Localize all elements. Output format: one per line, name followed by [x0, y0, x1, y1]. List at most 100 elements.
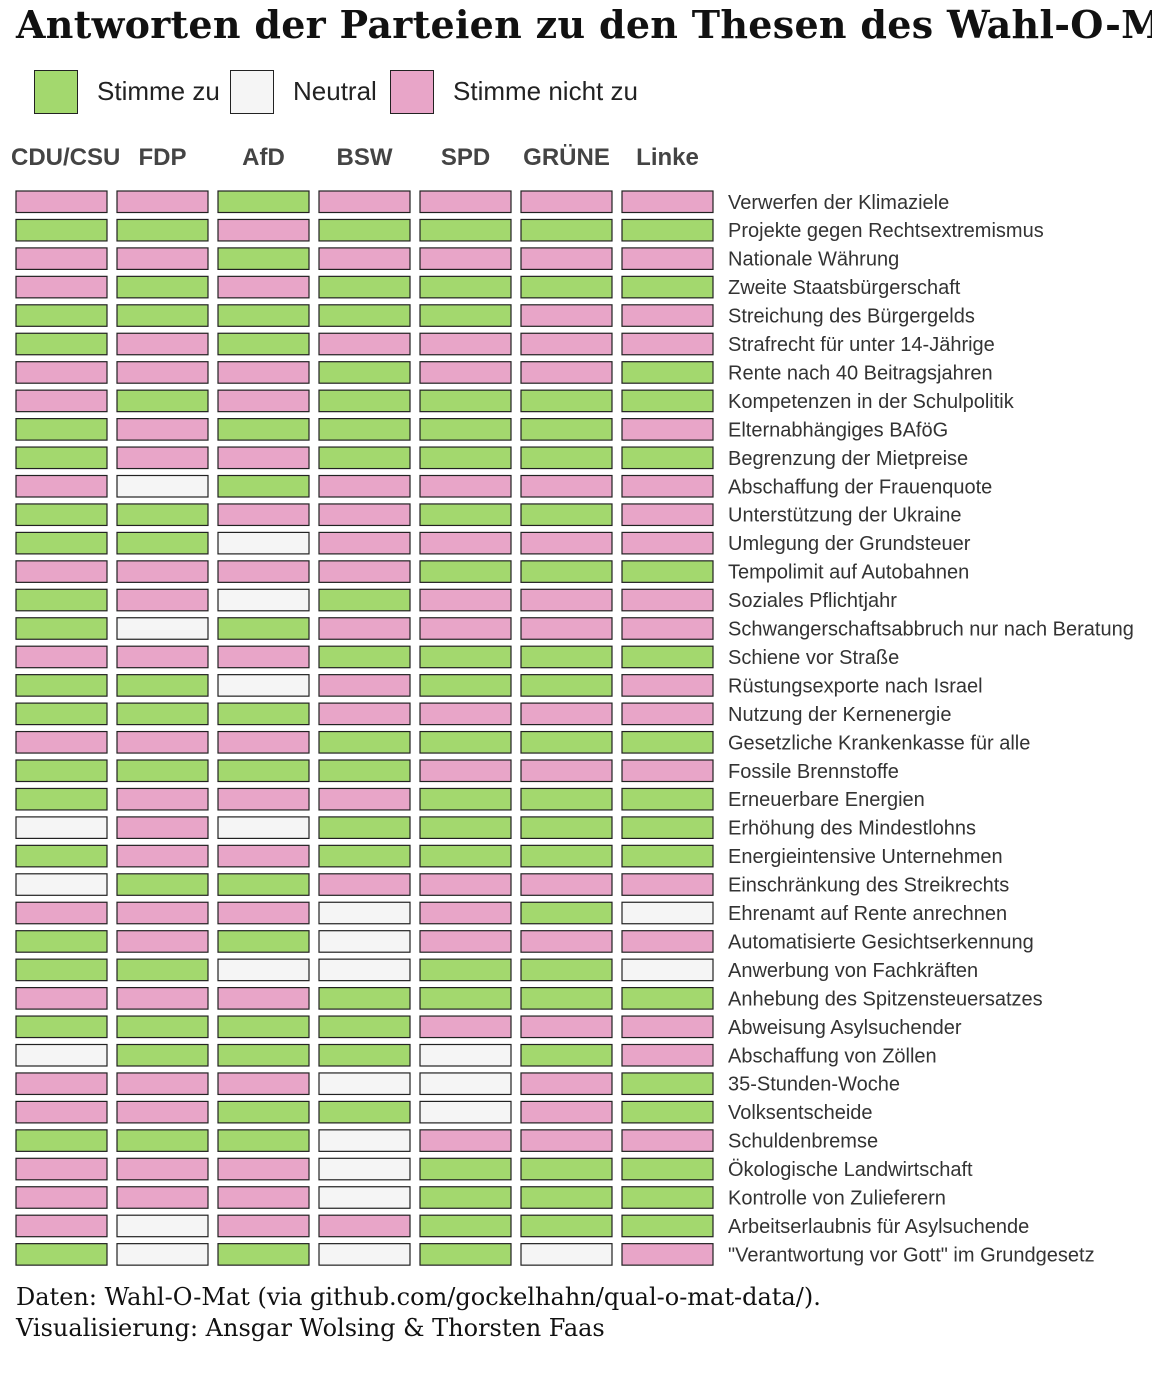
heatmap-cell [116, 730, 209, 754]
row-label: Projekte gegen Rechtsextremismus [728, 220, 1044, 242]
row-label: Unterstützung der Ukraine [728, 505, 961, 527]
heatmap-cell [116, 247, 209, 270]
row-label: Anwerbung von Fachkräften [728, 960, 978, 982]
heatmap-cell [217, 901, 310, 925]
heatmap-cell [318, 674, 411, 697]
heatmap-cell [419, 332, 512, 356]
heatmap-cell [116, 588, 209, 612]
heatmap-cell [15, 361, 108, 384]
heatmap-cell [217, 560, 310, 583]
row-label: Abschaffung der Frauenquote [728, 476, 992, 498]
heatmap-cell [419, 844, 512, 868]
heatmap-cell [318, 787, 411, 811]
heatmap-cell [621, 389, 714, 413]
heatmap-cell [318, 190, 411, 214]
row-label: Verwerfen der Klimaziele [728, 192, 949, 214]
heatmap-cell [520, 958, 613, 982]
heatmap-cell [15, 958, 108, 982]
heatmap-cell [621, 930, 714, 953]
heatmap-cell [621, 730, 714, 754]
heatmap-cell [520, 930, 613, 953]
heatmap-cell [116, 1214, 209, 1238]
heatmap-cell [419, 873, 512, 896]
row-label: Nationale Währung [728, 249, 899, 271]
heatmap-cell [15, 389, 108, 413]
heatmap-cell [621, 1186, 714, 1209]
row-label: Volksentscheide [728, 1102, 873, 1124]
legend-label-agree: Stimme zu [97, 76, 220, 106]
heatmap-cell [419, 247, 512, 270]
heatmap-cell [520, 617, 613, 640]
heatmap-cell [621, 418, 714, 441]
heatmap-cell [520, 1043, 613, 1067]
heatmap-cell [419, 1100, 512, 1124]
heatmap-cell [217, 418, 310, 441]
row-label: Umlegung der Grundsteuer [728, 533, 971, 555]
heatmap-cell [217, 958, 310, 982]
heatmap-cell [520, 901, 613, 925]
heatmap-cell [116, 1072, 209, 1096]
heatmap-cell [419, 958, 512, 982]
heatmap-cell [621, 1043, 714, 1067]
heatmap-cell [419, 1243, 512, 1266]
heatmap-cell [116, 1157, 209, 1181]
heatmap-cell [116, 787, 209, 811]
heatmap-cell [318, 1043, 411, 1067]
column-header-bsw: BSW [336, 144, 393, 171]
heatmap-cell [318, 446, 411, 470]
heatmap-cell [15, 1157, 108, 1181]
heatmap-cell [520, 389, 613, 413]
heatmap-cell [318, 816, 411, 840]
heatmap-cell [520, 730, 613, 754]
heatmap-cell [419, 275, 512, 299]
heatmap-cell [15, 190, 108, 214]
heatmap-cell [217, 1043, 310, 1067]
heatmap-cell [217, 588, 310, 612]
row-label: Ehrenamt auf Rente anrechnen [728, 903, 1007, 925]
caption-data-source: Daten: Wahl-O-Mat (via github.com/gockel… [16, 1283, 821, 1311]
heatmap-cell [621, 844, 714, 868]
heatmap-cell [419, 702, 512, 726]
caption-credits: Visualisierung: Ansgar Wolsing & Thorste… [16, 1314, 605, 1342]
heatmap-cell [419, 674, 512, 697]
heatmap-cell [116, 1015, 209, 1039]
row-label: Abweisung Asylsuchender [728, 1017, 962, 1039]
heatmap-cell [419, 1186, 512, 1209]
row-label: "Verantwortung vor Gott" im Grundgesetz [728, 1244, 1095, 1266]
heatmap-cell [217, 446, 310, 470]
heatmap-cell [621, 1129, 714, 1152]
heatmap-cell [419, 730, 512, 754]
heatmap-cell [116, 304, 209, 327]
heatmap-cell [520, 190, 613, 214]
heatmap-cell [318, 958, 411, 982]
heatmap-cell [116, 531, 209, 555]
heatmap-cell [419, 1214, 512, 1238]
heatmap-cell [217, 531, 310, 555]
heatmap-cell [419, 361, 512, 384]
heatmap-cell [217, 873, 310, 896]
heatmap-cell [15, 304, 108, 327]
heatmap-cell [520, 332, 613, 356]
heatmap-cell [419, 304, 512, 327]
heatmap-cell [419, 474, 512, 498]
heatmap-cell [217, 361, 310, 384]
heatmap-cell [419, 218, 512, 242]
heatmap-cell [621, 190, 714, 214]
heatmap-cell [419, 645, 512, 669]
heatmap-cell [217, 1129, 310, 1152]
heatmap-cell [520, 1129, 613, 1152]
heatmap-cell [217, 702, 310, 726]
heatmap-cell [621, 446, 714, 470]
heatmap-cell [15, 787, 108, 811]
heatmap-cell [217, 1100, 310, 1124]
row-label: 35-Stunden-Woche [728, 1074, 900, 1096]
row-label: Gesetzliche Krankenkasse für alle [728, 732, 1030, 754]
heatmap-cell [217, 645, 310, 669]
chart-title: Antworten der Parteien zu den Thesen des… [16, 2, 1152, 47]
heatmap-cell [116, 759, 209, 783]
heatmap-cell [217, 844, 310, 868]
legend-swatch-neutral [230, 70, 274, 114]
row-label: Strafrecht für unter 14-Jährige [728, 334, 995, 356]
heatmap-cell [419, 901, 512, 925]
heatmap-cell [621, 787, 714, 811]
